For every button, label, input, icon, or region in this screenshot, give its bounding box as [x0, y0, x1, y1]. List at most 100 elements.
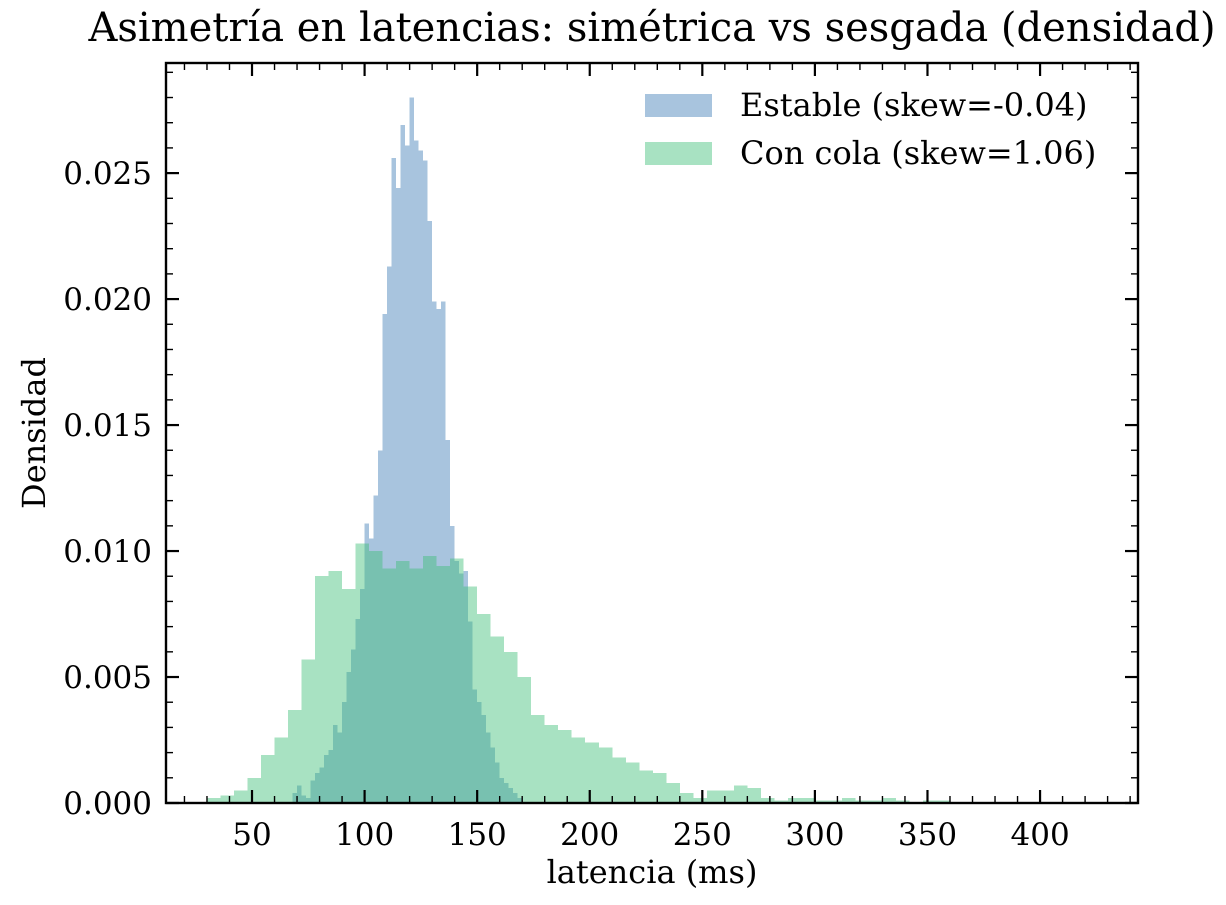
histogram-bar: [625, 762, 640, 803]
histogram-bar: [544, 724, 559, 803]
histogram-bar: [405, 145, 410, 803]
histogram-bar: [463, 586, 478, 803]
x-axis-label: latencia (ms): [546, 853, 758, 891]
histogram-bar: [841, 797, 856, 803]
histogram-bar: [747, 787, 761, 803]
x-tick-label: 350: [898, 817, 957, 853]
histogram-bar: [490, 747, 496, 803]
histogram-bar: [355, 619, 361, 803]
histogram-bar: [396, 561, 410, 803]
histogram-bar: [693, 797, 707, 803]
y-axis-label: Densidad: [15, 357, 53, 509]
histogram-bar: [468, 621, 473, 803]
histogram-bar: [414, 140, 419, 804]
histogram-bar: [517, 677, 532, 803]
legend-label-con-cola: Con cola (skew=1.06): [740, 134, 1097, 172]
histogram-bar: [495, 762, 500, 803]
histogram-bar: [436, 309, 442, 803]
plot-spines: [164, 61, 1140, 805]
histogram-bar: [585, 742, 599, 803]
legend-label-estable: Estable (skew=-0.04): [740, 86, 1088, 124]
histogram-bar: [342, 588, 356, 803]
histogram-bar: [342, 702, 347, 803]
histogram-bar: [364, 523, 370, 803]
histogram-bar: [450, 525, 455, 803]
histogram-bar: [774, 800, 788, 803]
histogram-bar: [418, 150, 424, 803]
histogram-bar: [454, 561, 460, 803]
histogram-bar: [517, 797, 523, 803]
histogram-bar: [333, 724, 338, 803]
histogram-bar: [324, 755, 329, 803]
histogram-bar: [828, 800, 842, 803]
histogram-bar: [436, 566, 451, 803]
histogram-bar: [328, 750, 334, 803]
histogram-bar: [481, 714, 487, 803]
histogram-bar: [612, 757, 626, 803]
histogram-bar: [639, 770, 653, 803]
y-tick-label: 0.010: [63, 534, 152, 570]
histogram-bar: [355, 543, 370, 803]
histogram-bar: [814, 800, 829, 803]
histogram-bar: [387, 266, 392, 804]
histogram-bar: [504, 651, 518, 803]
histogram-bar: [504, 782, 509, 803]
y-tick-label: 0.020: [63, 282, 152, 318]
histogram-bar: [288, 709, 302, 803]
histogram-bar: [409, 568, 424, 803]
histogram-bar: [301, 795, 307, 803]
histogram-bar: [400, 125, 406, 804]
histogram-bar: [463, 571, 469, 803]
legend-swatch-estable: [645, 94, 712, 117]
histogram-bar: [427, 220, 433, 804]
histogram-bar: [261, 755, 275, 803]
histogram-bar: [432, 301, 437, 803]
histogram-bar: [369, 551, 383, 803]
x-tick-label: 100: [335, 817, 394, 853]
histogram-bar: [328, 571, 343, 803]
histogram-bar: [531, 714, 545, 803]
histogram-bar: [508, 787, 514, 803]
y-tick-label: 0.000: [63, 786, 152, 822]
histogram-bar: [206, 797, 221, 803]
histogram-bar: [310, 780, 316, 803]
histogram-bar: [369, 538, 374, 803]
histogram-bar: [378, 450, 383, 803]
histogram-bar: [472, 689, 478, 803]
histogram-bar: [733, 785, 748, 803]
histogram-bar: [382, 314, 388, 803]
histogram-bar: [450, 558, 464, 803]
histogram-bar: [477, 702, 482, 803]
histogram-bar: [220, 795, 234, 803]
histogram-bar: [513, 792, 518, 803]
histogram-bar: [787, 797, 802, 803]
series-con-cola-bars: [206, 543, 950, 803]
histogram-bar: [895, 800, 910, 803]
x-tick-label: 150: [448, 817, 507, 853]
histogram-bar: [801, 797, 815, 803]
histogram-bar: [571, 737, 586, 803]
x-tick-label: 200: [560, 817, 619, 853]
x-tick-label: 400: [1011, 817, 1070, 853]
histogram-bar: [319, 767, 325, 803]
histogram-bar: [247, 777, 262, 803]
histogram-bar: [868, 800, 883, 803]
y-tick-label: 0.015: [63, 408, 152, 444]
histogram-bar: [373, 495, 379, 803]
histogram-bar: [706, 790, 721, 803]
histogram-bar: [666, 782, 680, 803]
histogram-bar: [423, 160, 428, 803]
tick-labels: 50 100 150 200 250 300 350 400 0.000 0.005 0.010 0.…: [63, 156, 1069, 853]
series-estable-bars: [292, 97, 523, 804]
histogram-bar: [598, 747, 613, 803]
histogram-bar: [409, 97, 415, 803]
histogram-bar: [423, 556, 437, 803]
x-tick-label: 250: [673, 817, 732, 853]
legend: Estable (skew=-0.04) Con cola (skew=1.06…: [645, 86, 1097, 190]
histogram-bar: [391, 157, 397, 804]
histogram-bar: [445, 440, 451, 803]
histogram-bar: [922, 800, 937, 803]
histogram-bar: [936, 800, 950, 803]
